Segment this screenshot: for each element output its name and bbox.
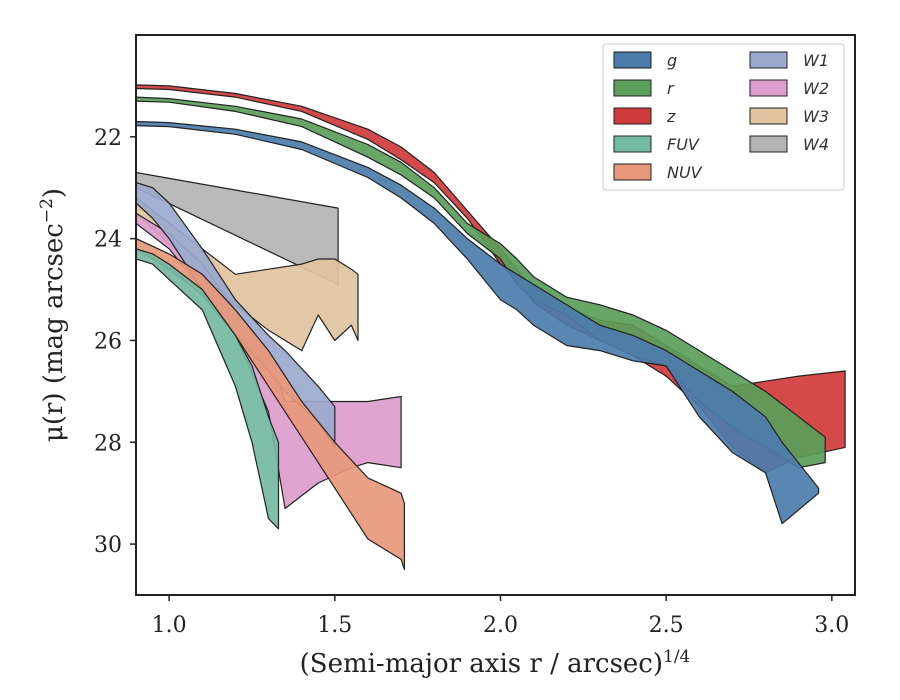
legend-label-w1: W1 xyxy=(803,51,829,70)
axis-ticks: 1.0 1.5 2.0 2.5 3.0 22 24 26 28 30 xyxy=(94,126,849,638)
legend-swatch-w3 xyxy=(749,107,788,125)
y-tick-label: 28 xyxy=(94,431,122,456)
x-tick-label: 1.0 xyxy=(152,613,187,638)
legend-swatch-w4 xyxy=(749,135,788,153)
legend-swatch-z xyxy=(613,107,652,125)
y-tick-label: 22 xyxy=(94,126,122,151)
x-tick-label: 2.0 xyxy=(483,613,518,638)
legend-label-nuv: NUV xyxy=(667,163,703,182)
plot-frame xyxy=(135,34,856,596)
x-tick-label: 1.5 xyxy=(317,613,352,638)
legend-swatch-w1 xyxy=(749,51,788,69)
x-axis-label-exponent: 1/4 xyxy=(663,647,690,667)
legend-label-r: r xyxy=(667,79,675,98)
legend-swatch-w2 xyxy=(749,79,788,97)
legend: grz FUV NUV W1 W2 W3 W4 xyxy=(602,43,845,191)
profile-bands xyxy=(136,84,846,571)
legend-label-g: g xyxy=(667,51,677,70)
legend-swatch-fuv xyxy=(613,135,652,153)
legend-swatch-g xyxy=(613,51,652,69)
legend-label-w4: W4 xyxy=(803,135,829,154)
band-fuv xyxy=(136,248,280,530)
legend-label-w2: W2 xyxy=(803,79,829,98)
y-tick-label: 30 xyxy=(94,533,122,558)
x-tick-label: 2.5 xyxy=(649,613,684,638)
y-axis-label: μ(r) (mag arcsec−2) xyxy=(37,188,69,442)
band-z xyxy=(136,84,846,474)
legend-label-fuv: FUV xyxy=(667,135,700,154)
legend-swatch-nuv xyxy=(613,163,652,181)
legend-swatch-r xyxy=(613,79,652,97)
band-g xyxy=(136,120,820,525)
legend-label-z: z xyxy=(666,107,676,126)
legend-label-w3: W3 xyxy=(803,107,829,126)
x-axis-label: (Semi-major axis r / arcsec)1/4 xyxy=(300,647,691,679)
y-tick-label: 24 xyxy=(94,228,122,253)
y-axis-label-exponent: −2 xyxy=(37,198,57,223)
y-tick-label: 26 xyxy=(94,329,122,354)
x-tick-label: 3.0 xyxy=(814,613,849,638)
